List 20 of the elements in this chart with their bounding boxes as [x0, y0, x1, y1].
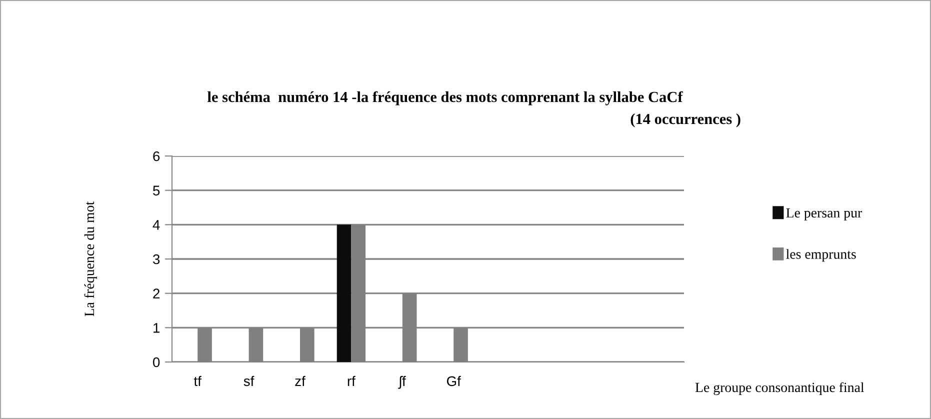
- x-tick-label: rf: [348, 376, 356, 386]
- x-tick-label: Gf: [446, 376, 461, 386]
- y-axis-title: La fréquence du mot: [84, 201, 97, 316]
- y-tick-label: 1: [154, 323, 160, 333]
- y-tick-label: 3: [153, 254, 160, 264]
- y-tick-label: 0: [153, 357, 160, 368]
- x-tick-label: tf: [194, 376, 202, 386]
- y-tick-label: 6: [153, 151, 160, 162]
- legend-label: Le persan pur: [786, 208, 862, 220]
- legend-label: les emprunts: [786, 249, 856, 262]
- y-tick-label: 4: [152, 220, 160, 230]
- chart-subtitle: (14 occurrences ): [630, 113, 740, 128]
- y-tick-label: 5: [153, 186, 160, 196]
- x-tick-label: zf: [295, 376, 306, 386]
- y-tick-label: 2: [153, 288, 160, 298]
- x-tick-label: sf: [244, 376, 254, 386]
- x-axis-title: Le groupe consonantique final: [695, 382, 864, 395]
- bar: [336, 224, 352, 362]
- x-tick-label: ʃf: [398, 376, 406, 389]
- chart-title: le schéma numéro 14 -la fréquence des mots comprenant la syllabe CaCf: [208, 91, 683, 106]
